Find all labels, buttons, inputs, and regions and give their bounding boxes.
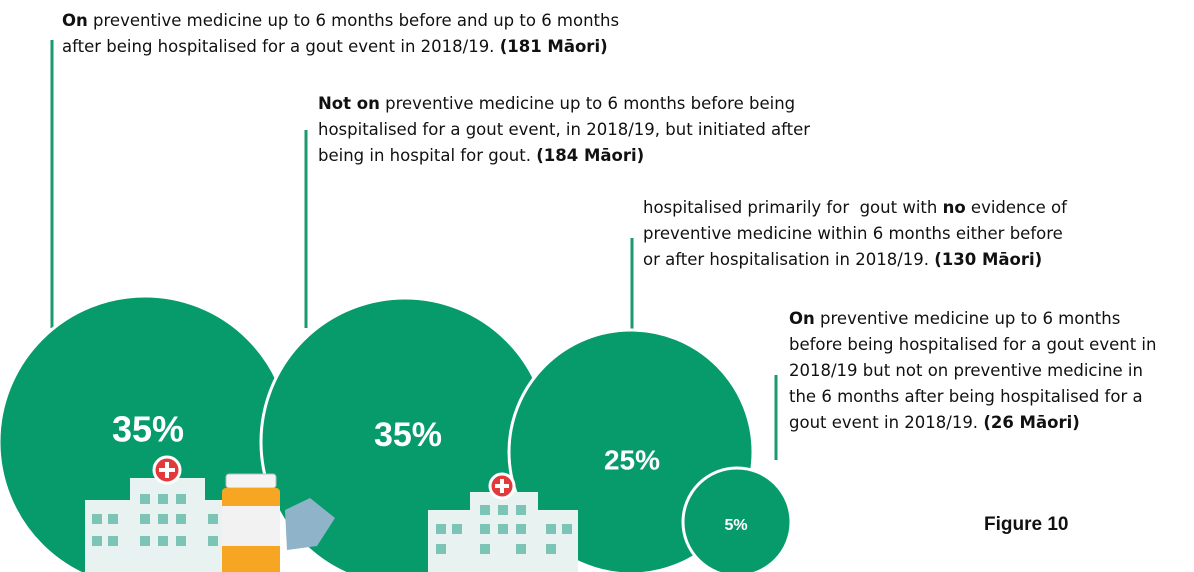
text-line: before being hospitalised for a gout eve…	[789, 332, 1156, 358]
percent-label: 35%	[374, 416, 442, 454]
text: evidence of	[965, 198, 1067, 217]
text-line: being in hospital for gout. (184 Māori)	[318, 143, 810, 169]
text: hospitalised primarily for gout with	[643, 198, 943, 217]
bold-text: (181 Māori)	[499, 37, 608, 56]
text-line: 2018/19 but not on preventive medicine i…	[789, 358, 1156, 384]
bold-text: (130 Māori)	[934, 250, 1043, 269]
text: hospitalised for a gout event, in 2018/1…	[318, 120, 811, 139]
pill-bottle-icon	[222, 473, 335, 572]
text: or after hospitalisation in 2018/19.	[643, 250, 935, 269]
description: On preventive medicine up to 6 months bef…	[789, 306, 1156, 436]
bold-text: Not on	[318, 94, 380, 113]
bold-text: no	[942, 198, 966, 217]
text-line: or after hospitalisation in 2018/19. (13…	[643, 247, 1067, 273]
percent-label: 25%	[604, 444, 660, 475]
text: preventive medicine up to 6 months befor…	[379, 94, 796, 113]
description: On preventive medicine up to 6 months be…	[62, 8, 619, 60]
percent-label: 5%	[724, 517, 747, 534]
leader-lines	[50, 40, 778, 460]
hospital-icon	[428, 472, 578, 572]
bold-text: (184 Māori)	[536, 146, 645, 165]
bold-text: (26 Māori)	[983, 413, 1080, 432]
text-line: On preventive medicine up to 6 months	[789, 306, 1156, 332]
bold-text: On	[789, 309, 815, 328]
text-line: hospitalised primarily for gout with no …	[643, 195, 1067, 221]
text-line: Not on preventive medicine up to 6 month…	[318, 91, 810, 117]
text: preventive medicine up to 6 months	[814, 309, 1121, 328]
text-line: after being hospitalised for a gout even…	[62, 34, 619, 60]
percent-label: 35%	[112, 409, 184, 450]
description: hospitalised primarily for gout with no …	[643, 195, 1067, 273]
text-line: hospitalised for a gout event, in 2018/1…	[318, 117, 810, 143]
description: Not on preventive medicine up to 6 month…	[318, 91, 810, 169]
circle	[681, 466, 793, 572]
text-line: gout event in 2018/19. (26 Māori)	[789, 410, 1156, 436]
text: the 6 months after being hospitalised fo…	[789, 387, 1143, 406]
text: before being hospitalised for a gout eve…	[789, 335, 1157, 354]
text: 2018/19 but not on preventive medicine i…	[789, 361, 1143, 380]
text: preventive medicine up to 6 months befor…	[87, 11, 620, 30]
text-line: On preventive medicine up to 6 months be…	[62, 8, 619, 34]
text-line: preventive medicine within 6 months eith…	[643, 221, 1067, 247]
text-line: the 6 months after being hospitalised fo…	[789, 384, 1156, 410]
text: gout event in 2018/19.	[789, 413, 984, 432]
bold-text: On	[62, 11, 88, 30]
figure-label: Figure 10	[984, 514, 1069, 535]
text: after being hospitalised for a gout even…	[62, 37, 500, 56]
text: being in hospital for gout.	[318, 146, 537, 165]
text: preventive medicine within 6 months eith…	[643, 224, 1063, 243]
